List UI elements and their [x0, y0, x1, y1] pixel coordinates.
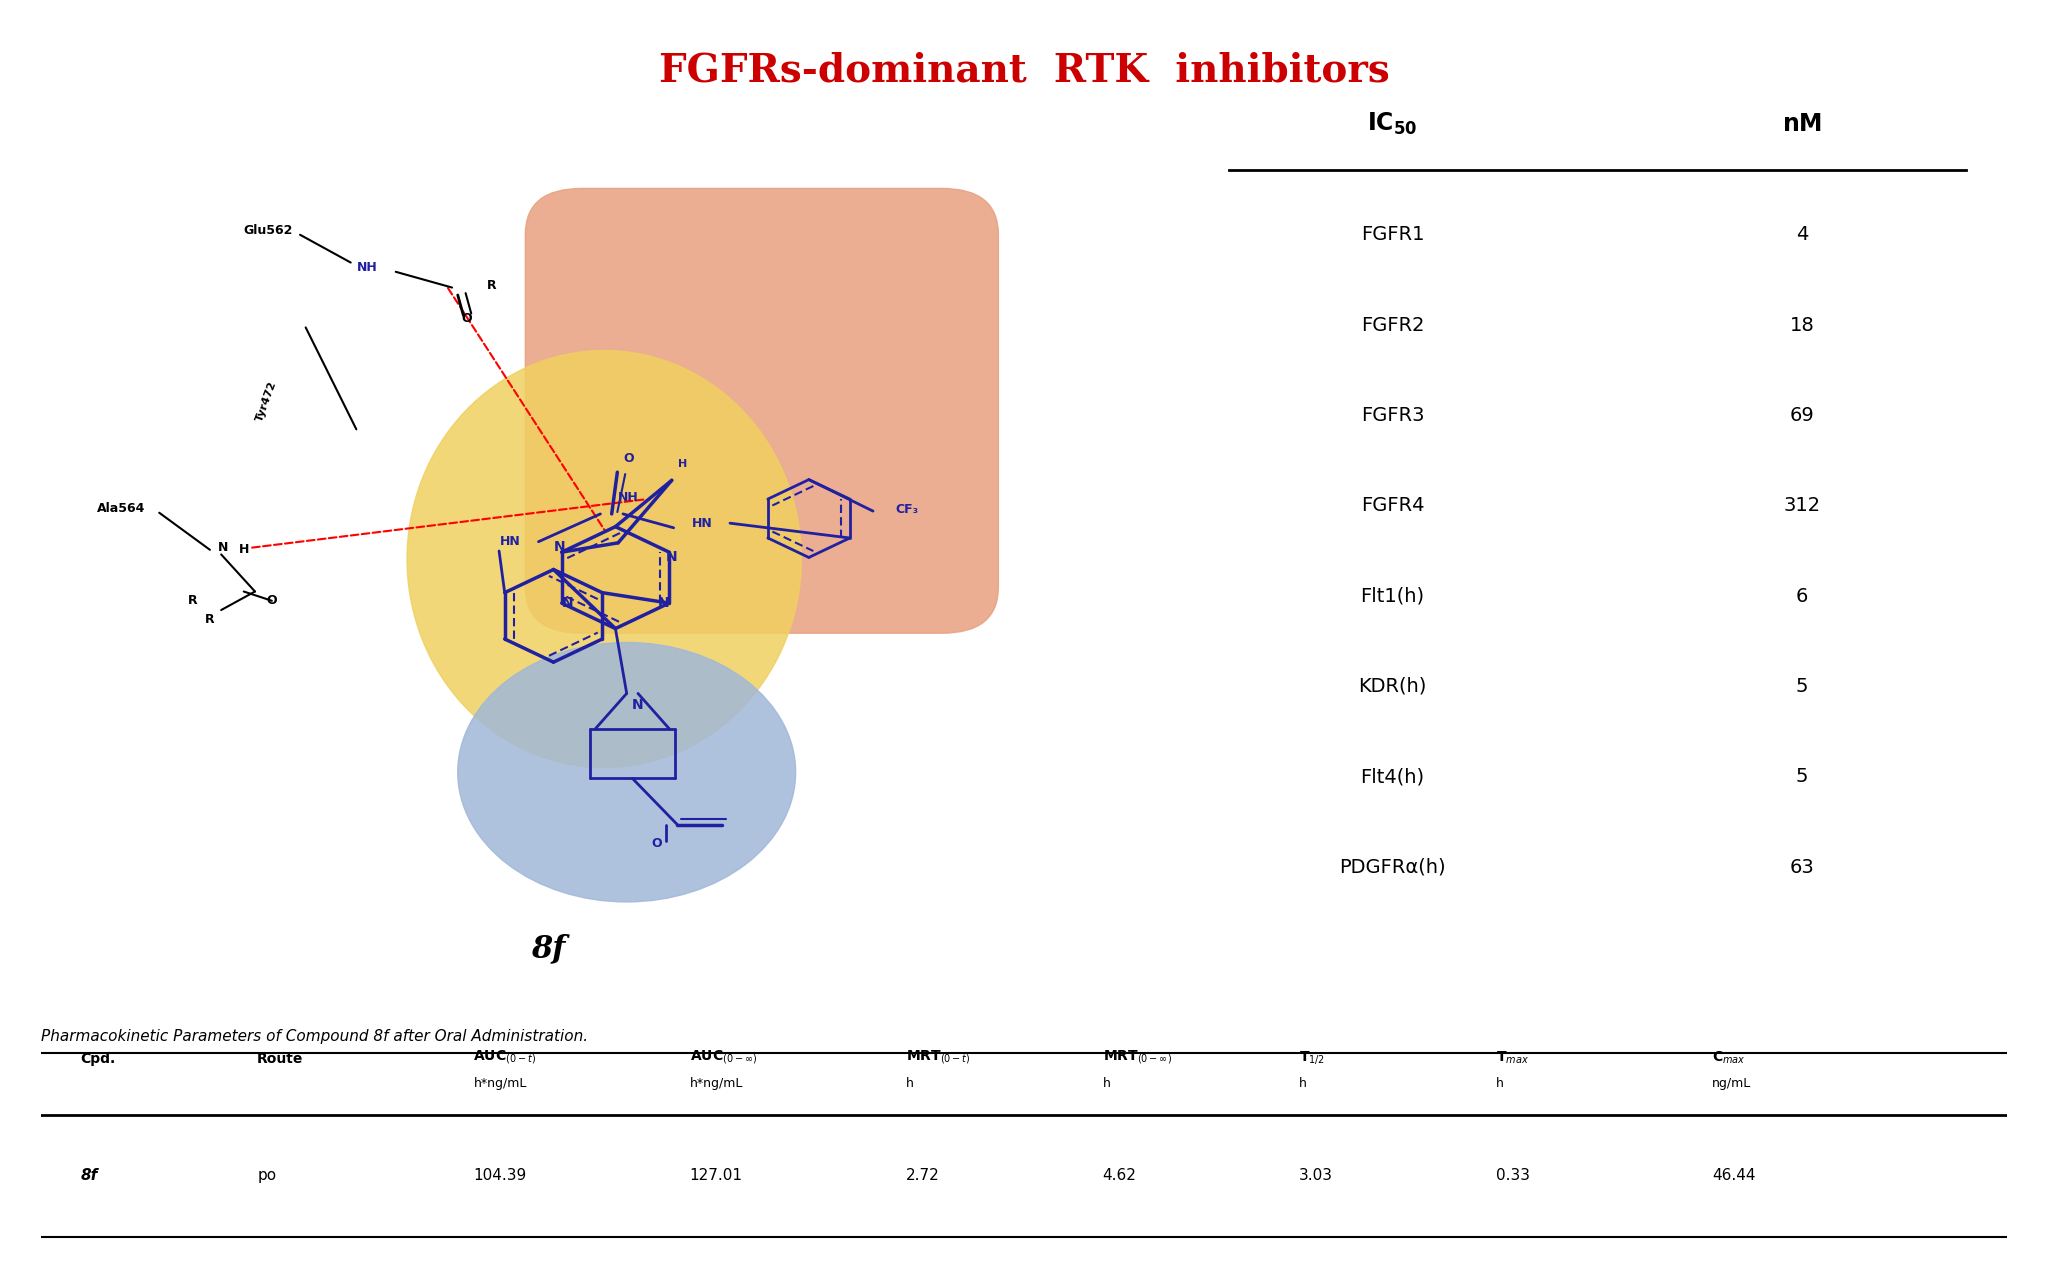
Text: 63: 63 [1790, 857, 1815, 876]
Text: h: h [1495, 1077, 1503, 1090]
Text: Pharmacokinetic Parameters of Compound 8f after Oral Administration.: Pharmacokinetic Parameters of Compound 8… [41, 1030, 588, 1044]
Text: T$_{max}$: T$_{max}$ [1495, 1049, 1528, 1066]
Text: N: N [553, 541, 565, 555]
Text: CF₃: CF₃ [895, 503, 918, 516]
Text: FGFR1: FGFR1 [1360, 225, 1425, 245]
Text: 5: 5 [1796, 767, 1808, 786]
Text: h*ng/mL: h*ng/mL [690, 1077, 743, 1090]
Text: 8f: 8f [530, 933, 565, 964]
Text: 18: 18 [1790, 315, 1815, 335]
Text: Ala564: Ala564 [98, 502, 145, 515]
Text: N: N [657, 596, 670, 610]
Text: FGFRs-dominant  RTK  inhibitors: FGFRs-dominant RTK inhibitors [659, 51, 1389, 90]
Text: h: h [1102, 1077, 1110, 1090]
Text: $\mathbf{IC_{50}}$: $\mathbf{IC_{50}}$ [1368, 111, 1417, 136]
Text: FGFR3: FGFR3 [1360, 405, 1425, 425]
Text: R: R [487, 279, 496, 292]
Text: Glu562: Glu562 [244, 224, 293, 237]
Text: KDR(h): KDR(h) [1358, 677, 1427, 696]
Text: NH: NH [356, 261, 379, 274]
Text: H: H [238, 543, 250, 556]
Text: h: h [905, 1077, 913, 1090]
Text: FGFR4: FGFR4 [1360, 497, 1425, 515]
Text: PDGFRα(h): PDGFRα(h) [1339, 857, 1446, 876]
Text: 6: 6 [1796, 587, 1808, 606]
Text: 8f: 8f [80, 1169, 98, 1183]
Text: O: O [461, 311, 471, 324]
Text: 312: 312 [1784, 497, 1821, 515]
Text: 4.62: 4.62 [1102, 1169, 1137, 1183]
Text: 69: 69 [1790, 405, 1815, 425]
Text: 4: 4 [1796, 225, 1808, 245]
Text: R: R [188, 595, 199, 607]
Text: O: O [651, 837, 662, 849]
Text: h*ng/mL: h*ng/mL [473, 1077, 526, 1090]
Text: HN: HN [500, 535, 520, 548]
Text: H: H [678, 458, 688, 468]
Text: N: N [633, 698, 643, 712]
Ellipse shape [459, 642, 797, 902]
Text: 2.72: 2.72 [905, 1169, 940, 1183]
Text: Route: Route [258, 1051, 303, 1066]
Text: Flt1(h): Flt1(h) [1360, 587, 1425, 606]
Text: Tyr472: Tyr472 [254, 380, 279, 423]
Text: AUC$_{(0-∞)}$: AUC$_{(0-∞)}$ [690, 1048, 758, 1066]
Text: 5: 5 [1796, 677, 1808, 696]
Text: C$_{max}$: C$_{max}$ [1712, 1049, 1745, 1066]
Text: 104.39: 104.39 [473, 1169, 526, 1183]
Text: $\mathbf{nM}$: $\mathbf{nM}$ [1782, 112, 1823, 135]
Text: Flt4(h): Flt4(h) [1360, 767, 1425, 786]
Text: T$_{1/2}$: T$_{1/2}$ [1298, 1049, 1325, 1066]
Text: O: O [623, 452, 635, 465]
Text: R: R [205, 613, 215, 625]
Text: 3.03: 3.03 [1298, 1169, 1333, 1183]
Text: AUC$_{(0-t)}$: AUC$_{(0-t)}$ [473, 1048, 537, 1066]
FancyBboxPatch shape [524, 188, 999, 633]
Text: 127.01: 127.01 [690, 1169, 743, 1183]
Text: po: po [258, 1169, 276, 1183]
Text: NH: NH [618, 492, 639, 505]
Text: N: N [219, 542, 229, 555]
Text: MRT$_{(0-t)}$: MRT$_{(0-t)}$ [905, 1048, 971, 1066]
Text: N: N [666, 550, 678, 564]
Text: 46.44: 46.44 [1712, 1169, 1755, 1183]
Text: 0.33: 0.33 [1495, 1169, 1530, 1183]
Text: Cpd.: Cpd. [80, 1051, 115, 1066]
Text: HN: HN [692, 516, 713, 530]
Text: h: h [1298, 1077, 1307, 1090]
Text: ng/mL: ng/mL [1712, 1077, 1751, 1090]
Ellipse shape [408, 350, 801, 767]
Text: O: O [266, 595, 276, 607]
Text: MRT$_{(0-∞)}$: MRT$_{(0-∞)}$ [1102, 1048, 1171, 1066]
Text: FGFR2: FGFR2 [1360, 315, 1425, 335]
Text: N: N [561, 596, 573, 610]
